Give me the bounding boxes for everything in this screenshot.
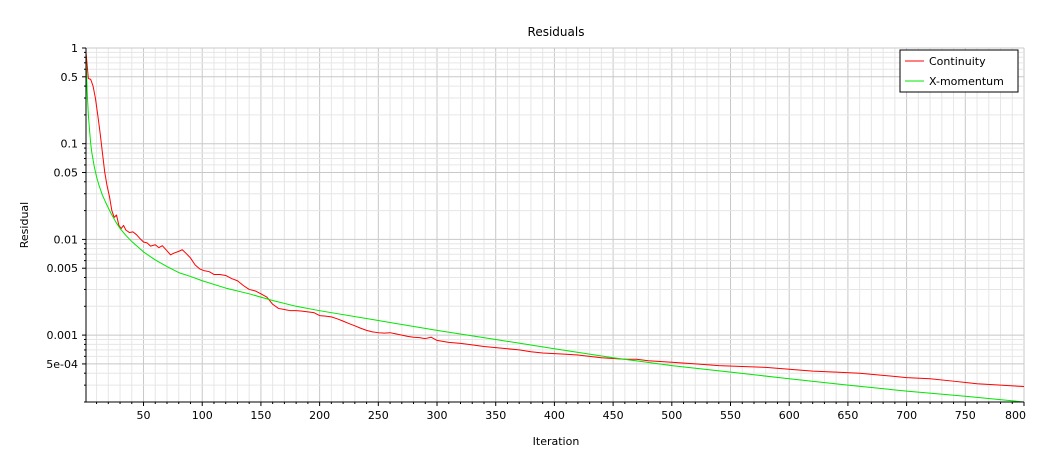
x-tick-label: 550 (720, 409, 741, 422)
x-tick-label: 50 (137, 409, 151, 422)
x-tick-label: 600 (779, 409, 800, 422)
y-tick-label: 0.001 (47, 329, 79, 342)
x-tick-label: 650 (837, 409, 858, 422)
x-axis-ticks: 50 100 150 200 250 300 350 400 450 500 550 600 650 70… (96, 402, 1026, 422)
y-tick-label: 0.01 (54, 233, 79, 246)
x-axis-label: Iteration (533, 435, 580, 448)
chart-title: Residuals (528, 25, 585, 39)
y-tick-label: 5e-04 (46, 358, 78, 371)
x-tick-label: 450 (603, 409, 624, 422)
x-tick-label: 400 (544, 409, 565, 422)
y-axis-label: Residual (18, 202, 31, 248)
series-line-x-momentum (85, 57, 1025, 403)
legend-box (899, 49, 1019, 93)
series-line-continuity (85, 52, 1025, 388)
y-tick-label: 1 (71, 42, 78, 55)
x-tick-label: 150 (250, 409, 271, 422)
legend-label-continuity: Continuity (929, 55, 986, 68)
y-tick-label: 0.05 (54, 167, 79, 180)
y-tick-label: 0.1 (61, 138, 79, 151)
y-tick-label: 0.5 (61, 71, 79, 84)
y-axis-ticks: 1 0.5 0.1 0.05 0.01 0.005 0.001 5e-04 (46, 42, 86, 403)
x-tick-label: 500 (661, 409, 682, 422)
x-tick-label: 300 (427, 409, 448, 422)
series-lines (85, 52, 1025, 403)
plot-area (86, 48, 1024, 402)
legend-label-x-momentum: X-momentum (929, 75, 1004, 88)
x-tick-label: 250 (368, 409, 389, 422)
x-tick-label: 750 (955, 409, 976, 422)
legend: Continuity X-momentum (899, 49, 1019, 93)
x-tick-label: 200 (309, 409, 330, 422)
y-tick-label: 0.005 (47, 262, 79, 275)
x-tick-label: 800 (1005, 409, 1026, 422)
x-tick-label: 350 (485, 409, 506, 422)
x-tick-label: 100 (192, 409, 213, 422)
x-tick-label: 700 (896, 409, 917, 422)
